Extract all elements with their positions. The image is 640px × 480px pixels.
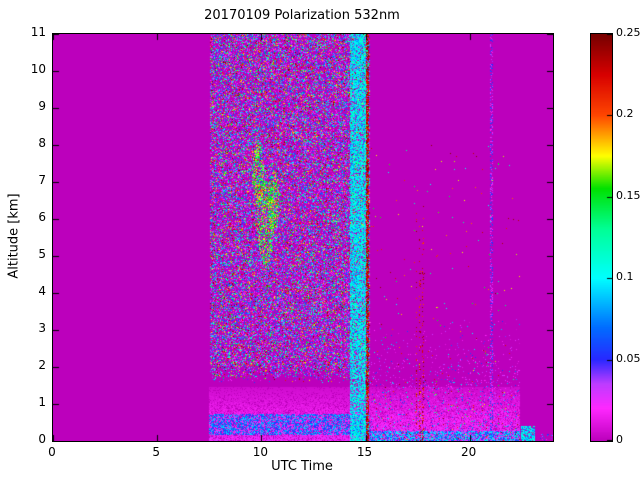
y-tick-label: 6 bbox=[38, 210, 46, 224]
y-tick-label: 5 bbox=[38, 247, 46, 261]
x-tick-label: 0 bbox=[48, 445, 56, 459]
colorbar-tick-label: 0.05 bbox=[616, 351, 640, 365]
x-tick-label: 5 bbox=[152, 445, 160, 459]
y-axis-label: Altitude [km] bbox=[6, 193, 22, 279]
y-tick-label: 4 bbox=[38, 284, 46, 298]
plot-area bbox=[52, 33, 554, 442]
colorbar-tick-label: 0.25 bbox=[616, 26, 640, 39]
chart-title: 20170109 Polarization 532nm bbox=[204, 8, 400, 23]
heatmap-canvas bbox=[53, 34, 553, 441]
x-tick-label: 10 bbox=[252, 445, 268, 459]
y-tick-label: 11 bbox=[30, 25, 46, 39]
y-tick-label: 10 bbox=[30, 62, 46, 76]
x-tick-label: 15 bbox=[356, 445, 373, 459]
x-axis-label: UTC Time bbox=[271, 459, 333, 474]
y-tick-label: 3 bbox=[38, 321, 46, 335]
colorbar bbox=[590, 33, 613, 442]
y-tick-label: 7 bbox=[38, 173, 46, 187]
x-tick-label: 20 bbox=[461, 445, 477, 459]
y-tick-label: 9 bbox=[38, 99, 46, 113]
y-tick-label: 8 bbox=[38, 136, 46, 150]
colorbar-tick-label: 0.1 bbox=[616, 270, 634, 284]
colorbar-tick-label: 0.15 bbox=[616, 188, 640, 202]
colorbar-tick-label: 0.2 bbox=[616, 107, 634, 121]
y-tick-label: 1 bbox=[38, 395, 46, 409]
y-tick-label: 0 bbox=[38, 432, 46, 446]
y-tick-label: 2 bbox=[38, 358, 46, 372]
colorbar-canvas bbox=[591, 34, 612, 441]
colorbar-tick-label: 0 bbox=[616, 433, 623, 446]
